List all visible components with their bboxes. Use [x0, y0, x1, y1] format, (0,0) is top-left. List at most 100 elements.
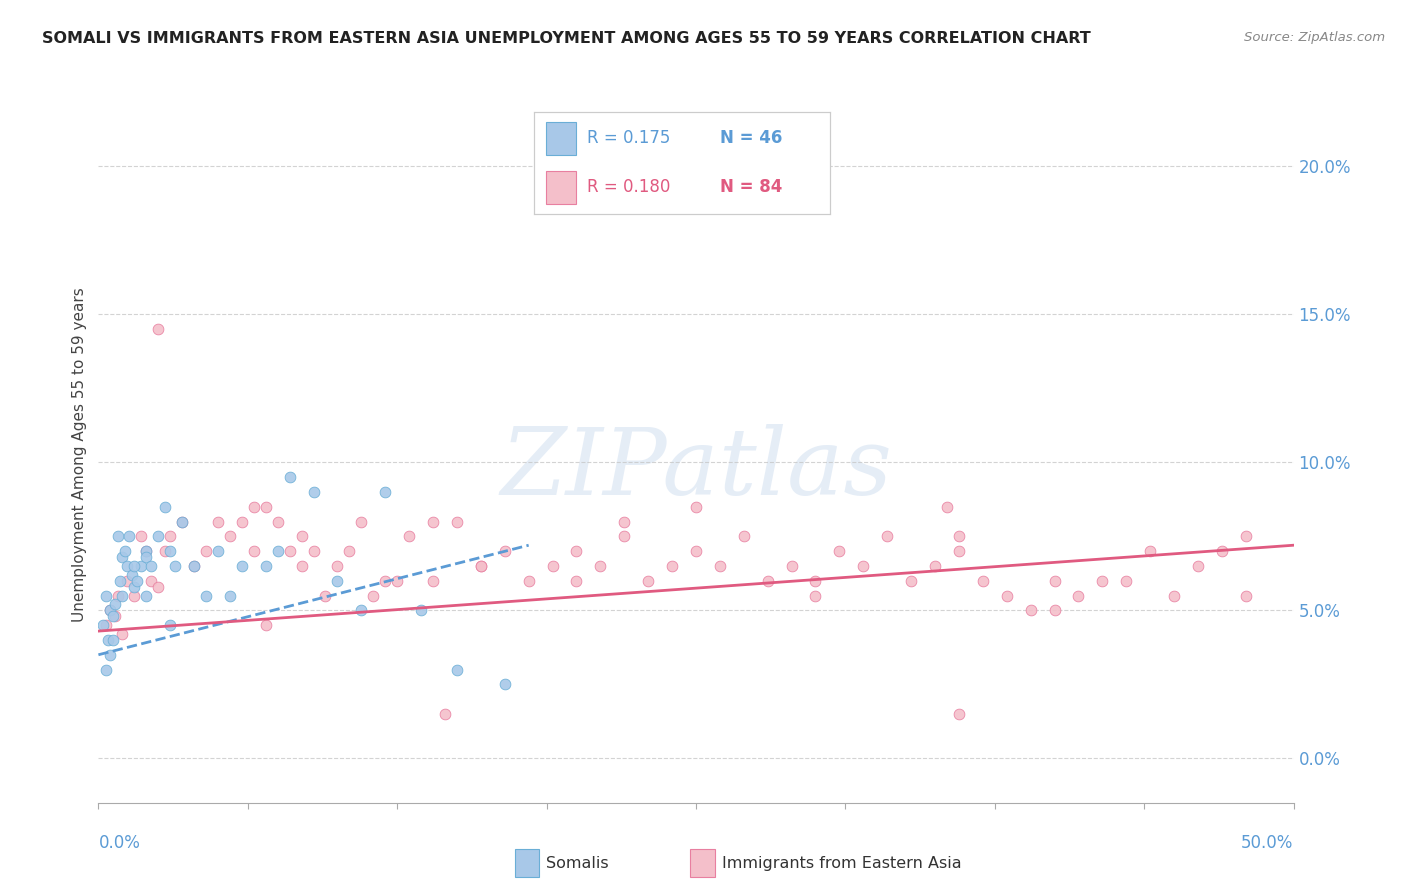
- Point: [828, 544, 851, 558]
- Point: [111, 627, 134, 641]
- Point: [876, 529, 898, 543]
- Point: [852, 558, 875, 573]
- Point: [433, 706, 456, 721]
- Point: [411, 603, 433, 617]
- Point: [1163, 589, 1185, 603]
- Text: 0.0%: 0.0%: [98, 834, 141, 852]
- Point: [135, 544, 157, 558]
- Point: [374, 574, 396, 588]
- Point: [613, 515, 636, 529]
- Point: [565, 544, 588, 558]
- Point: [267, 515, 290, 529]
- Point: [155, 544, 177, 558]
- Point: [385, 574, 409, 588]
- Text: R = 0.180: R = 0.180: [588, 178, 671, 196]
- Point: [98, 603, 122, 617]
- Point: [172, 515, 194, 529]
- Point: [231, 558, 253, 573]
- Text: Source: ZipAtlas.com: Source: ZipAtlas.com: [1244, 31, 1385, 45]
- Point: [685, 500, 707, 514]
- Point: [194, 544, 217, 558]
- Point: [637, 574, 659, 588]
- Point: [115, 574, 138, 588]
- Text: Immigrants from Eastern Asia: Immigrants from Eastern Asia: [721, 855, 962, 871]
- Point: [242, 500, 264, 514]
- Point: [350, 515, 373, 529]
- Point: [107, 589, 129, 603]
- Point: [685, 544, 707, 558]
- Point: [1043, 574, 1066, 588]
- Point: [613, 145, 636, 159]
- Point: [125, 574, 148, 588]
- Point: [494, 544, 516, 558]
- Point: [148, 529, 170, 543]
- Point: [1234, 529, 1257, 543]
- Point: [104, 598, 127, 612]
- Point: [326, 574, 349, 588]
- Point: [135, 544, 157, 558]
- Point: [159, 529, 181, 543]
- Point: [118, 529, 141, 543]
- Point: [231, 515, 253, 529]
- Point: [315, 589, 337, 603]
- Point: [446, 663, 468, 677]
- Point: [254, 558, 277, 573]
- Point: [302, 484, 325, 499]
- Point: [124, 589, 146, 603]
- Point: [924, 558, 946, 573]
- Point: [107, 529, 129, 543]
- Point: [183, 558, 205, 573]
- Point: [948, 706, 970, 721]
- Point: [278, 470, 301, 484]
- Point: [135, 589, 157, 603]
- Point: [337, 544, 360, 558]
- Point: [135, 550, 157, 565]
- Point: [131, 558, 153, 573]
- Point: [148, 322, 170, 336]
- Point: [254, 618, 277, 632]
- Point: [139, 558, 162, 573]
- Point: [94, 618, 117, 632]
- Point: [163, 558, 186, 573]
- Point: [948, 529, 970, 543]
- Point: [159, 618, 181, 632]
- Point: [422, 574, 444, 588]
- Point: [94, 663, 117, 677]
- Point: [124, 558, 146, 573]
- Point: [104, 609, 127, 624]
- Point: [101, 632, 124, 647]
- Point: [780, 558, 803, 573]
- Point: [242, 544, 264, 558]
- Point: [613, 529, 636, 543]
- Point: [121, 567, 143, 582]
- Point: [219, 529, 242, 543]
- Text: ZIPatlas: ZIPatlas: [501, 424, 891, 514]
- Point: [936, 500, 959, 514]
- Point: [756, 574, 779, 588]
- Point: [290, 558, 312, 573]
- Point: [97, 632, 120, 647]
- Point: [470, 558, 492, 573]
- Point: [183, 558, 205, 573]
- Point: [302, 544, 325, 558]
- Point: [172, 515, 194, 529]
- Point: [267, 544, 290, 558]
- Point: [148, 580, 170, 594]
- Point: [1091, 574, 1114, 588]
- Point: [194, 589, 217, 603]
- Point: [155, 500, 177, 514]
- Point: [108, 574, 131, 588]
- Point: [326, 558, 349, 573]
- Point: [91, 618, 114, 632]
- Text: N = 46: N = 46: [720, 129, 783, 147]
- Point: [517, 574, 540, 588]
- Point: [1115, 574, 1137, 588]
- Point: [207, 544, 229, 558]
- Point: [398, 529, 420, 543]
- Text: N = 84: N = 84: [720, 178, 783, 196]
- Text: 50.0%: 50.0%: [1241, 834, 1294, 852]
- Point: [565, 574, 588, 588]
- Point: [254, 500, 277, 514]
- Point: [470, 558, 492, 573]
- Point: [900, 574, 922, 588]
